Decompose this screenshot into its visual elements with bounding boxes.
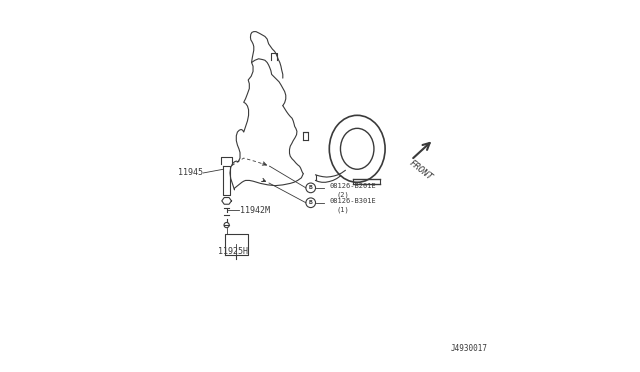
Text: (1): (1)	[337, 206, 349, 213]
Text: (2): (2)	[337, 191, 349, 198]
Text: 08126-B201E: 08126-B201E	[330, 183, 376, 189]
Text: B: B	[309, 185, 312, 190]
Text: J4930017: J4930017	[451, 344, 488, 353]
Text: 08126-B301E: 08126-B301E	[330, 198, 376, 204]
Text: 11942M: 11942M	[240, 206, 270, 215]
Text: FRONT: FRONT	[408, 158, 434, 182]
Text: 11925H: 11925H	[218, 247, 248, 256]
Text: 11945: 11945	[178, 169, 203, 177]
Text: B: B	[309, 200, 312, 205]
